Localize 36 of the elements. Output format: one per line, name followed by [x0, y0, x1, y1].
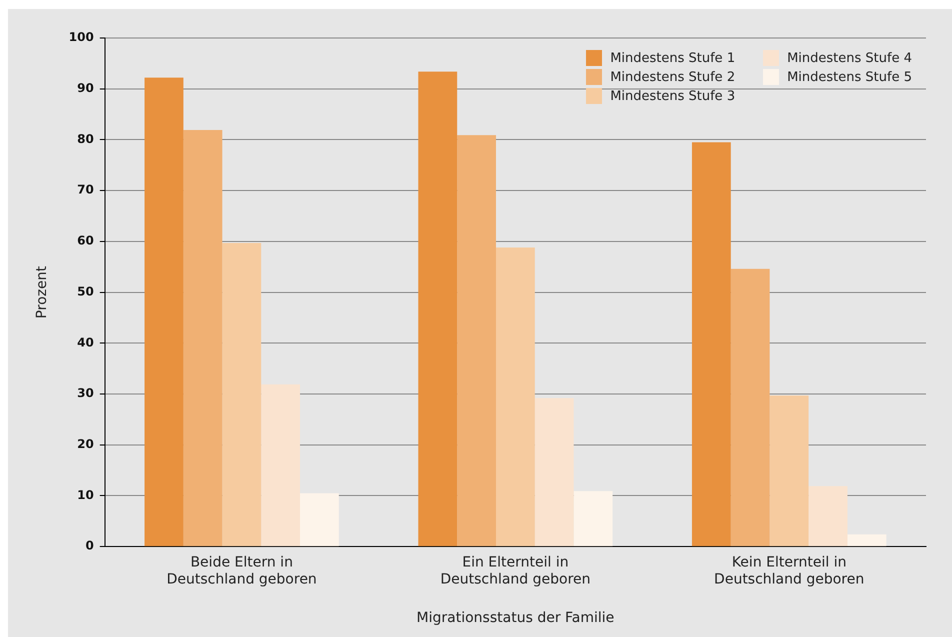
y-tick-label: 60	[77, 234, 94, 248]
y-tick-label: 50	[77, 284, 94, 298]
bar	[457, 135, 496, 546]
y-tick-label: 80	[77, 132, 94, 146]
bar	[261, 384, 300, 546]
bar	[692, 142, 731, 546]
y-tick-label: 10	[77, 488, 94, 502]
legend-label: Mindestens Stufe 2	[610, 70, 736, 84]
legend-label: Mindestens Stufe 5	[787, 70, 912, 84]
bar	[847, 534, 886, 546]
y-tick-label: 30	[77, 386, 94, 400]
y-tick-label: 70	[77, 182, 94, 197]
legend-label: Mindestens Stufe 4	[787, 50, 912, 66]
bar	[534, 398, 574, 546]
y-tick-label: 0	[85, 538, 94, 553]
bar	[574, 491, 613, 546]
bar	[730, 268, 770, 546]
x-axis-title: Migrationsstatus der Familie	[416, 610, 614, 626]
bar	[418, 72, 458, 546]
bar	[222, 242, 262, 546]
legend-label: Mindestens Stufe 1	[610, 50, 736, 66]
legend-label: Mindestens Stufe 3	[610, 88, 736, 104]
x-tick-label: Beide Eltern in Deutschland geboren	[166, 554, 317, 588]
bar	[144, 78, 184, 546]
bar	[183, 130, 222, 546]
y-axis-title: Prozent	[34, 266, 50, 319]
y-tick-label: 100	[68, 30, 94, 44]
bar	[496, 248, 535, 546]
bar	[770, 396, 809, 546]
y-tick-label: 20	[77, 437, 94, 452]
x-tick-label: Kein Elternteil in Deutschland geboren	[714, 554, 864, 588]
y-tick-label: 40	[77, 335, 94, 350]
y-tick-label: 90	[77, 80, 94, 95]
x-tick-label: Ein Elternteil in Deutschland geboren	[440, 554, 591, 588]
bar	[300, 493, 339, 546]
bar	[808, 486, 848, 546]
